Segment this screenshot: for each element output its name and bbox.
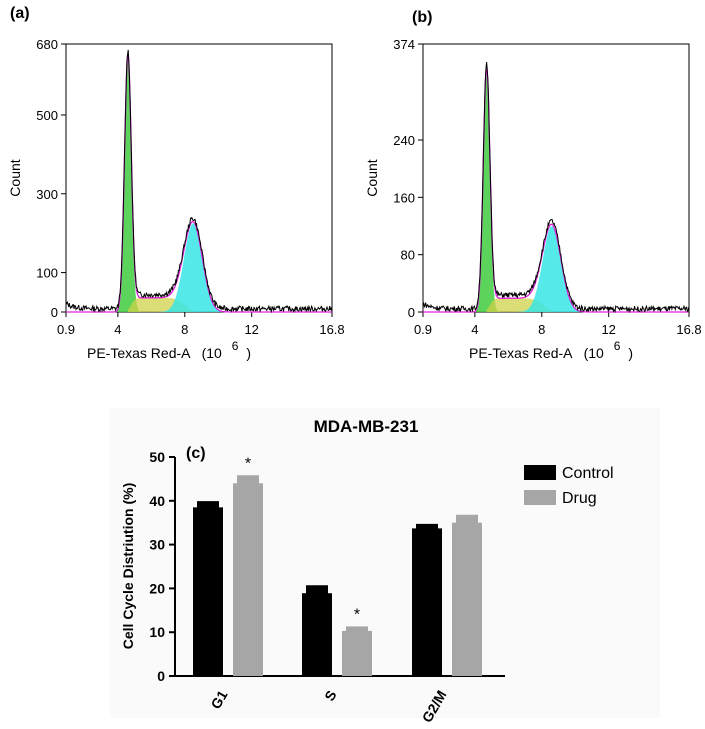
g1-phase-area: [466, 69, 507, 312]
bar: [302, 593, 332, 676]
bar: [452, 522, 482, 676]
histogram-a: (a) Count PE-Texas Red-A (10 6 ) 0.9 4 8 12…: [7, 5, 345, 361]
x-axis-label-b-text: PE-Texas Red-A: [469, 345, 573, 361]
x-tick-label: 16.8: [319, 322, 344, 337]
panel-label-c: (c): [186, 445, 206, 462]
bar-y-tick-label: 30: [149, 537, 165, 553]
x-tick-label: 8: [538, 322, 545, 337]
x-tick-label: 12: [244, 322, 258, 337]
legend-label: Drug: [562, 490, 597, 507]
bar-y-tick-label: 40: [149, 493, 165, 509]
y-tick-label: 374: [393, 37, 415, 52]
bar: [342, 630, 372, 676]
x-tick-label: 12: [601, 322, 615, 337]
x-tick-label: 0.9: [414, 322, 432, 337]
error-bar: [416, 524, 438, 530]
legend-swatch: [524, 465, 556, 480]
bar-y-axis-label: Cell Cycle Distriution (%): [120, 483, 136, 649]
y-tick-label: 680: [36, 37, 58, 52]
y-axis-label-a: Count: [7, 159, 23, 196]
bar: [233, 483, 263, 676]
error-bar: [237, 476, 259, 485]
error-bar: [306, 586, 328, 595]
x-tick-label: 4: [114, 322, 121, 337]
histogram-data-line: [422, 62, 690, 314]
g1-phase-area: [107, 57, 148, 312]
bar-y-tick-label: 50: [149, 449, 165, 465]
y-tick-label: 0: [408, 305, 415, 320]
x-axis-label-a-close: ): [246, 345, 251, 361]
x-axis-label-a-exponent: 6: [232, 339, 239, 353]
g2m-phase-area: [153, 223, 234, 312]
y-tick-label: 300: [36, 187, 58, 202]
x-axis-label-b-close: ): [628, 345, 633, 361]
legend-swatch: [524, 490, 556, 505]
y-tick-label: 100: [36, 266, 58, 281]
x-tick-label: 0.9: [57, 322, 75, 337]
model-fit-line: [423, 67, 689, 313]
g2m-phase-area: [511, 226, 592, 312]
panel-label-b: (b): [412, 9, 432, 26]
x-axis-label-a-units: (10: [202, 345, 222, 361]
bar-chart-title: MDA-MB-231: [314, 417, 419, 436]
bar-y-tick-label: 20: [149, 580, 165, 596]
x-tick-label: 16.8: [676, 322, 701, 337]
x-tick-label: 4: [471, 322, 478, 337]
histogram-b: (b) Count PE-Texas Red-A (10 6 ) 0.9 4 8 12…: [364, 9, 702, 361]
legend-label: Control: [562, 465, 614, 482]
histogram-data-line: [65, 49, 333, 314]
y-tick-label: 80: [401, 248, 415, 263]
y-tick-label: 240: [393, 133, 415, 148]
model-fit-line: [66, 53, 332, 313]
panel-label-a: (a): [10, 5, 30, 22]
y-axis-label-b: Count: [364, 159, 380, 196]
x-axis-label-b: PE-Texas Red-A (10 6 ): [469, 337, 633, 361]
bar: [412, 528, 442, 676]
x-axis-label-b-exponent: 6: [614, 339, 621, 353]
error-bar: [197, 502, 219, 509]
bar: [193, 507, 223, 676]
error-bar: [346, 627, 368, 632]
x-axis-label-a: PE-Texas Red-A (10 6 ): [87, 337, 251, 361]
bar-chart-c: MDA-MB-231 (c) Cell Cycle Distriution (%…: [120, 417, 614, 725]
significance-marker: *: [354, 606, 360, 623]
bar-y-tick-label: 10: [149, 624, 165, 640]
bar-y-tick-label: 0: [157, 668, 165, 684]
significance-marker: *: [245, 455, 251, 472]
x-tick-label: 8: [181, 322, 188, 337]
y-tick-label: 500: [36, 108, 58, 123]
y-tick-label: 0: [51, 305, 58, 320]
y-tick-label: 160: [393, 190, 415, 205]
error-bar: [456, 515, 478, 524]
x-axis-label-a-text: PE-Texas Red-A: [87, 345, 191, 361]
x-axis-label-b-units: (10: [584, 345, 604, 361]
